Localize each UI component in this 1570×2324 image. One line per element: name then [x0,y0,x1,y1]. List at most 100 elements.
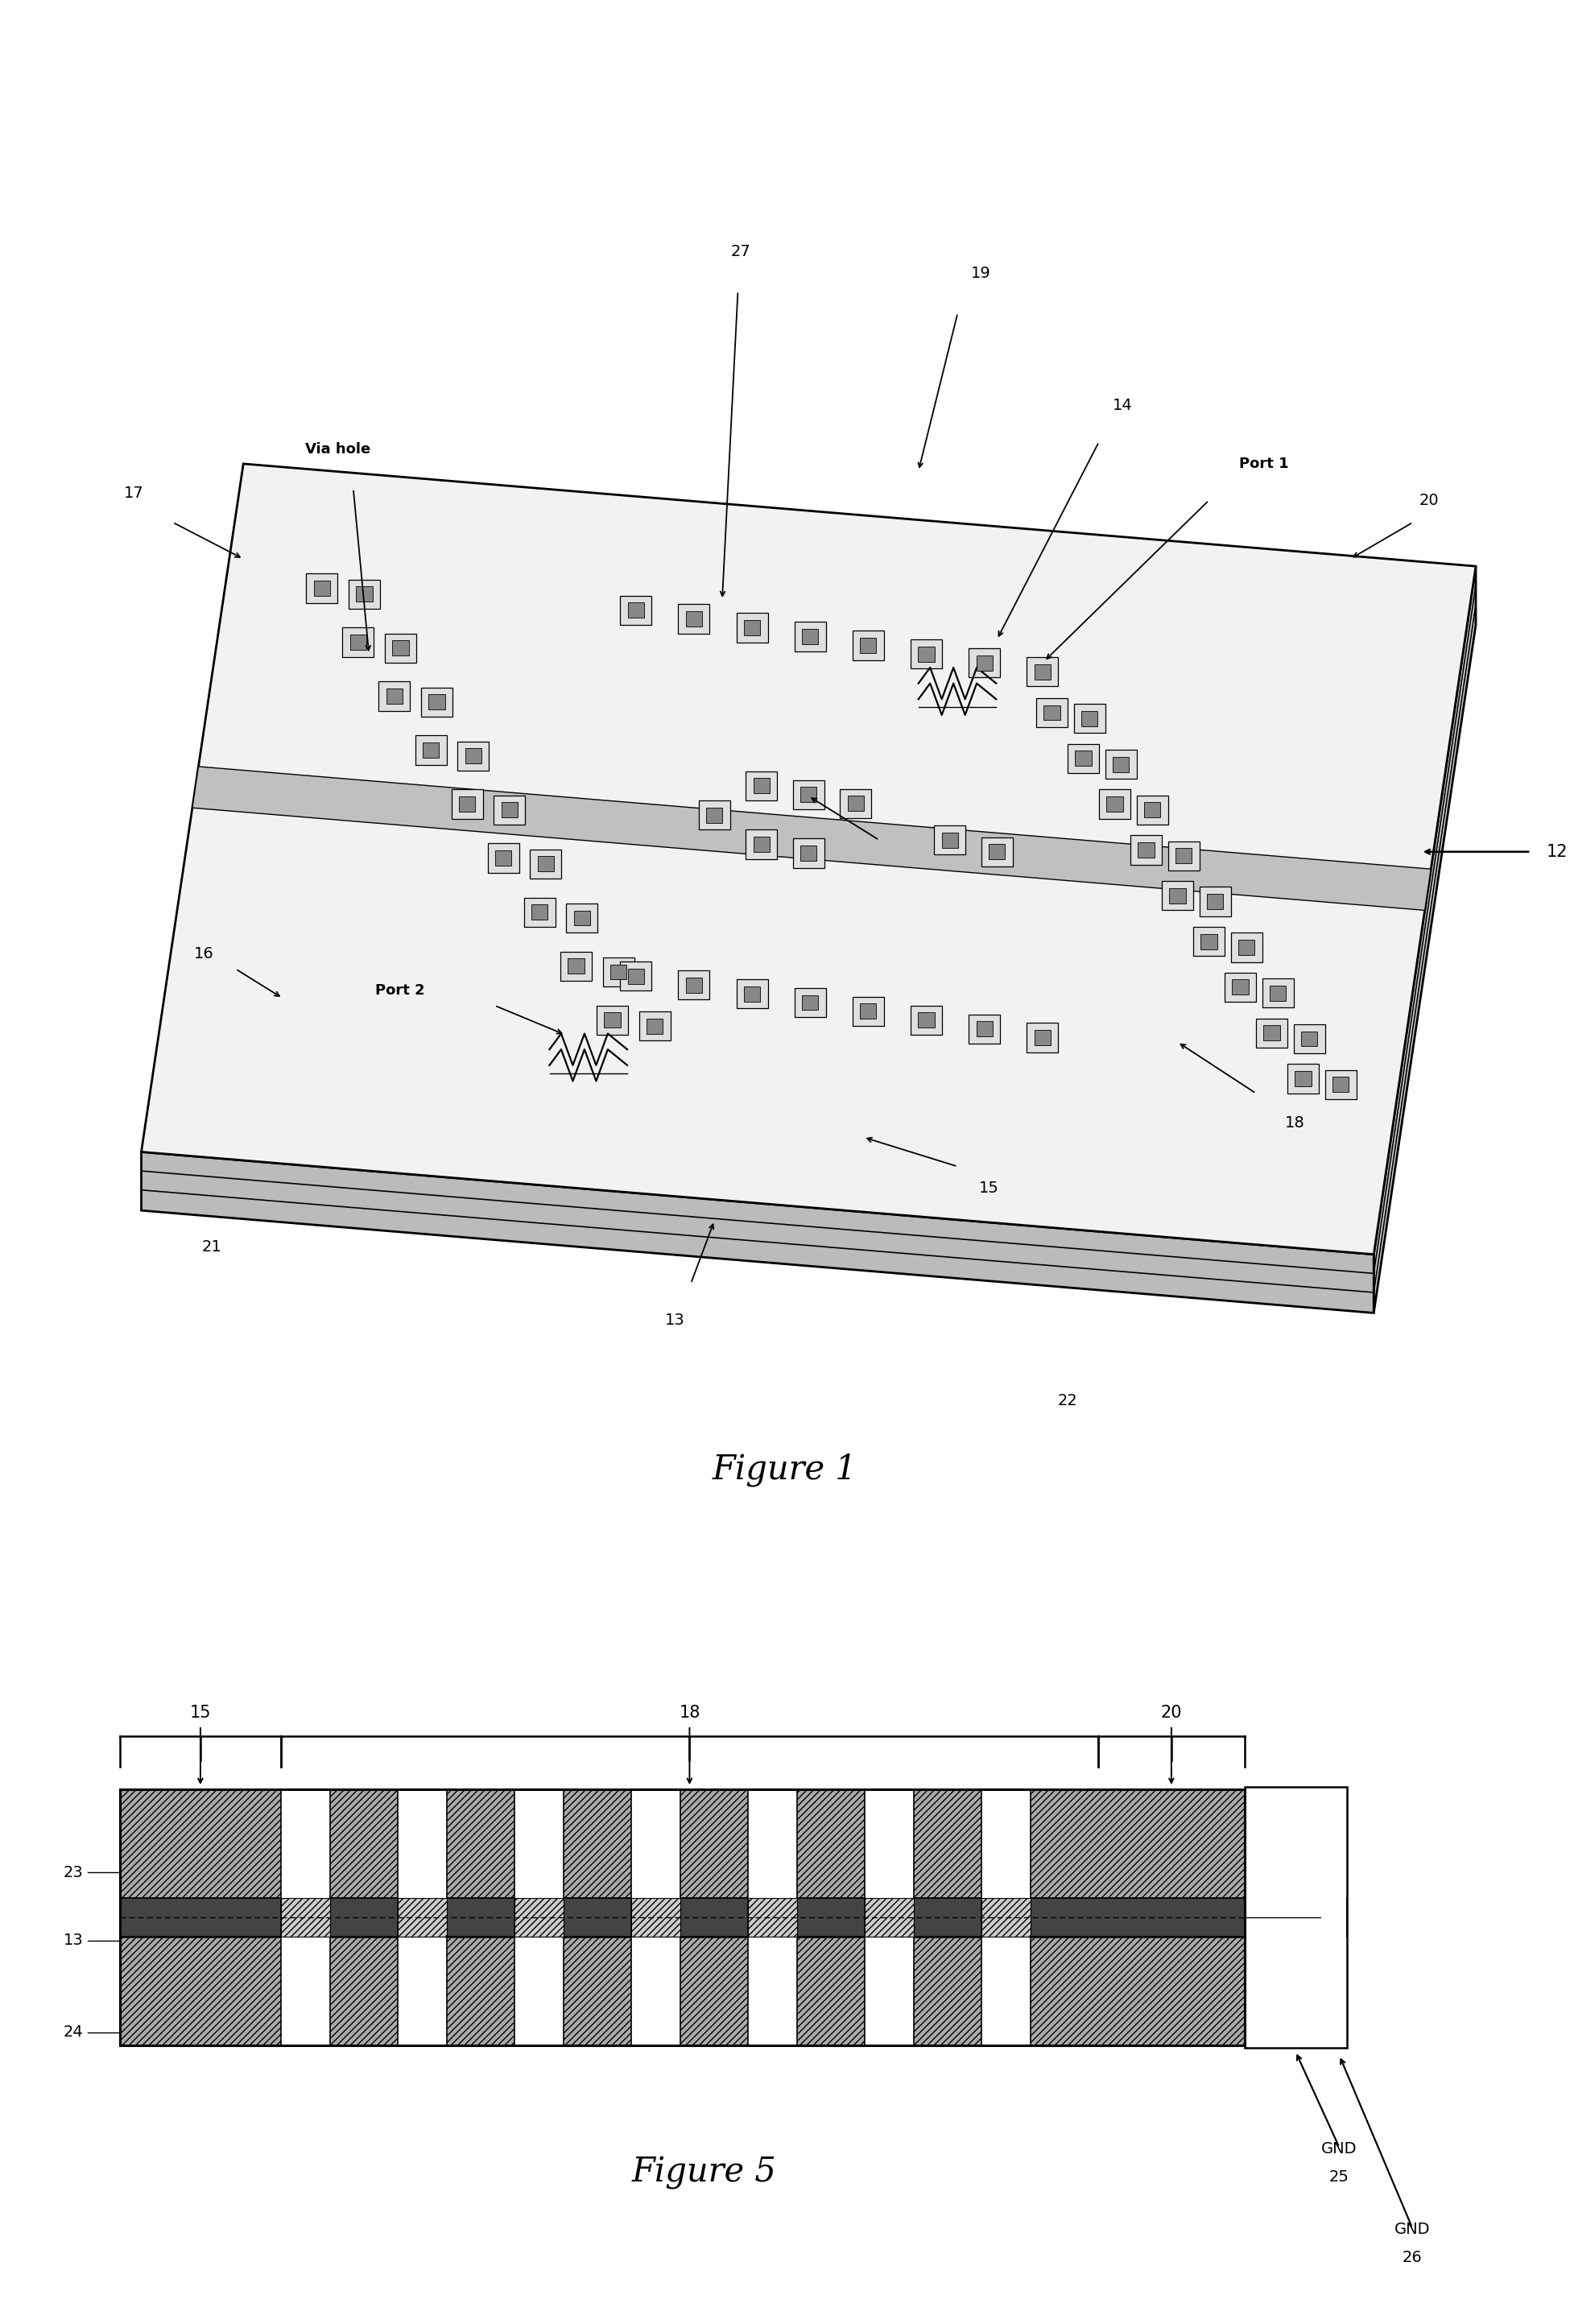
Bar [981,837,1013,867]
Bar [1138,841,1154,858]
Bar [1105,751,1137,779]
Text: 25: 25 [1330,2168,1349,2185]
Bar [754,779,769,792]
Bar [736,978,768,1009]
Bar [575,911,590,925]
Bar [1295,1071,1311,1085]
Bar [802,995,818,1011]
Bar [356,586,372,602]
Text: 13: 13 [666,1313,685,1327]
Bar [801,788,816,802]
Bar [567,904,598,932]
Bar [969,1013,1000,1043]
Bar [706,806,722,823]
Text: 26: 26 [1402,2250,1422,2266]
Text: 14: 14 [1325,1910,1344,1924]
Bar [746,772,777,799]
Bar [620,595,652,625]
Text: 15: 15 [980,1181,999,1197]
Bar [1082,711,1097,725]
Bar [458,797,476,811]
Bar [386,688,402,704]
Polygon shape [397,1789,446,2045]
Bar [349,579,380,609]
Bar [942,832,958,848]
Polygon shape [1245,1787,1347,2047]
Text: 17: 17 [124,486,143,500]
Bar [686,611,702,627]
Polygon shape [121,1899,1245,1936]
Bar [1044,704,1060,720]
Text: 27: 27 [732,244,750,258]
Bar [1270,985,1286,1002]
Polygon shape [141,465,1476,1255]
Bar [1027,658,1058,686]
Polygon shape [981,1899,1030,1936]
Bar [989,844,1005,860]
Bar [647,1018,663,1034]
Polygon shape [515,1899,564,1936]
Bar [853,997,884,1025]
Bar [678,604,710,634]
Bar [1294,1025,1325,1053]
Bar [1035,1030,1050,1046]
Bar [746,830,777,860]
Text: Port 2: Port 2 [375,983,425,997]
Bar [1207,895,1223,909]
Text: 14: 14 [1113,397,1132,414]
Bar [678,971,710,999]
Bar [1176,848,1192,865]
Bar [686,978,702,992]
Bar [493,795,524,825]
Polygon shape [397,1899,446,1936]
Bar [385,634,416,662]
Bar [501,802,518,818]
Bar [1225,971,1256,1002]
Text: 19: 19 [972,265,991,281]
Bar [1035,665,1050,679]
Bar [560,951,592,981]
Bar [342,627,374,658]
Bar [1036,697,1068,727]
Bar [597,1006,628,1034]
Bar [422,744,440,758]
Polygon shape [193,767,1430,911]
Bar [421,688,452,716]
Text: 16: 16 [195,946,214,962]
Bar [1333,1076,1349,1092]
Text: Figure 5: Figure 5 [631,2157,777,2189]
Text: Figure 1: Figure 1 [713,1452,857,1487]
Bar [794,623,826,651]
Bar [860,637,876,653]
Bar [918,1013,934,1027]
Bar [1264,1025,1280,1041]
Polygon shape [141,1153,1374,1313]
Bar [350,634,366,651]
Bar [793,839,824,867]
Bar [1130,834,1162,865]
Bar [911,1006,942,1034]
Bar [1170,888,1185,904]
Bar [620,962,652,990]
Bar [793,781,824,809]
Bar [1239,939,1254,955]
Text: 20: 20 [1160,1703,1182,1720]
Polygon shape [281,1899,330,1936]
Polygon shape [747,1789,798,2045]
Bar [1099,790,1130,818]
Bar [1262,978,1294,1009]
Bar [314,581,330,595]
Polygon shape [515,1789,564,2045]
Bar [840,788,871,818]
Polygon shape [865,1899,914,1936]
Text: 20: 20 [1419,493,1438,509]
Bar [1137,795,1168,825]
Bar [451,790,482,818]
Text: 13: 13 [64,1934,83,1948]
Text: 12: 12 [1546,844,1568,860]
Text: GND: GND [1394,2222,1430,2236]
Bar [744,985,760,1002]
Bar [1193,927,1225,955]
Text: Port 1: Port 1 [1239,456,1289,472]
Bar [524,897,556,927]
